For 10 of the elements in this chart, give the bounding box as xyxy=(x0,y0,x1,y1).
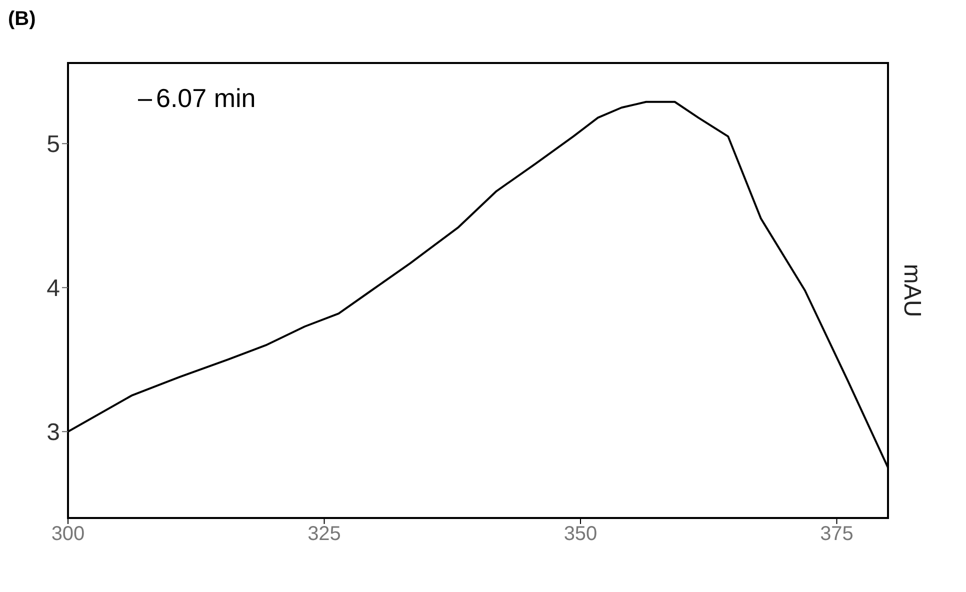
x-tick-label: 300 xyxy=(51,523,85,546)
y-tick-label: 5 xyxy=(46,131,60,158)
y-tick-label: 4 xyxy=(46,275,60,302)
x-tick-label: 350 xyxy=(564,523,598,546)
y-axis-title: mAU xyxy=(898,264,926,318)
x-tick-label: 375 xyxy=(820,523,854,546)
y-tick-label: 3 xyxy=(46,419,60,446)
text: (B) xyxy=(8,8,36,31)
x-tick-label: 325 xyxy=(308,523,341,546)
legend-label: 6.07 min xyxy=(156,83,256,113)
